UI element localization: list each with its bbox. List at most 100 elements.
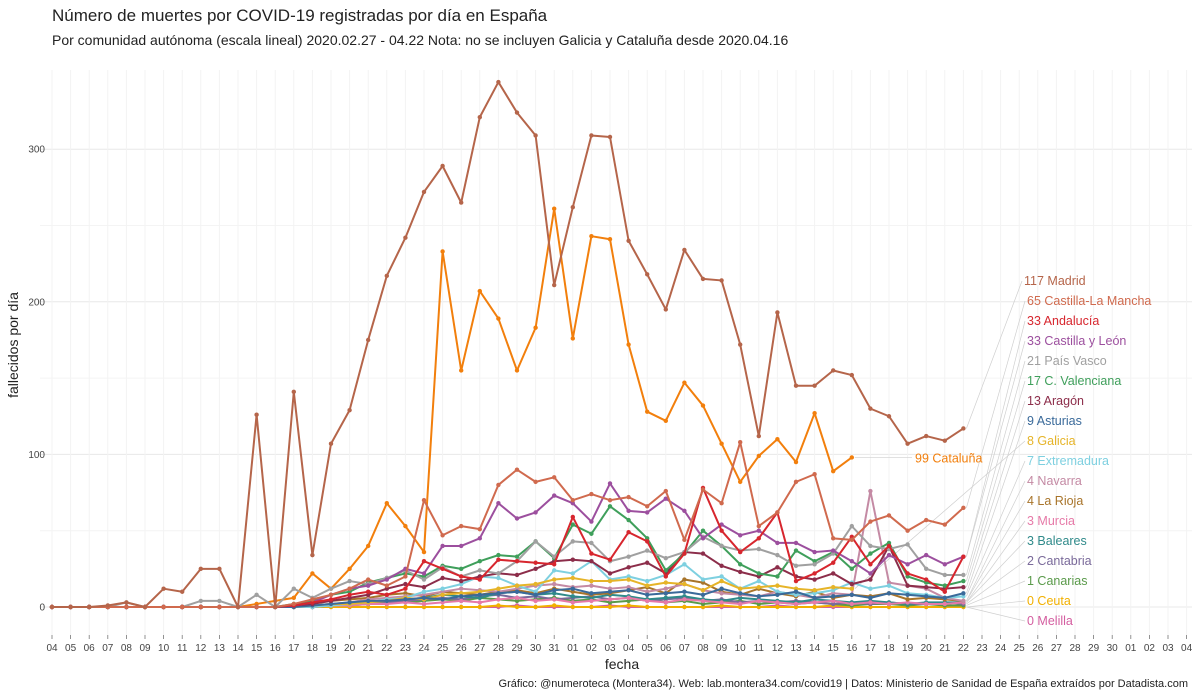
data-point	[514, 604, 520, 610]
x-tick-label: 08	[121, 643, 133, 654]
data-point	[440, 597, 445, 602]
data-point	[682, 589, 687, 594]
data-point	[905, 441, 910, 446]
data-point	[440, 600, 445, 605]
x-tick-label: 07	[102, 643, 114, 654]
data-point	[793, 601, 799, 607]
data-point	[514, 589, 520, 594]
data-point	[849, 581, 854, 587]
data-point	[738, 601, 743, 607]
data-point	[533, 598, 538, 604]
x-tick-label: 29	[511, 643, 523, 654]
data-point	[421, 584, 427, 590]
x-tick-label: 22	[958, 643, 970, 654]
data-point	[533, 604, 538, 610]
data-point	[738, 586, 743, 591]
data-point	[793, 604, 799, 610]
data-point	[924, 584, 929, 590]
data-point	[514, 586, 520, 591]
data-point	[942, 522, 947, 527]
data-point	[682, 508, 687, 514]
data-point	[570, 501, 575, 506]
data-point	[719, 578, 724, 584]
data-point	[124, 600, 129, 605]
data-point	[775, 510, 780, 515]
data-point	[459, 604, 464, 610]
data-point	[645, 548, 650, 553]
data-point	[68, 604, 73, 610]
data-point	[626, 577, 631, 582]
data-point	[849, 601, 854, 607]
leader-line	[854, 440, 1026, 589]
data-point	[756, 571, 761, 576]
data-point	[793, 479, 799, 485]
data-point	[440, 543, 445, 549]
data-point	[49, 604, 55, 610]
data-point	[626, 588, 631, 593]
data-point	[459, 523, 464, 529]
data-point	[496, 597, 501, 602]
data-point	[942, 438, 947, 443]
leader-line	[966, 600, 1026, 608]
data-point	[626, 517, 631, 523]
chart-title: Número de muertes por COVID-19 registrad…	[52, 6, 548, 25]
series-label: 99 Cataluña	[915, 451, 982, 465]
data-point	[961, 572, 966, 578]
series-label: 8 Galicia	[1027, 434, 1076, 448]
data-point	[533, 592, 538, 597]
x-axis-ticks: 04 05 06 07 08 09 10 11 12 13 14 15 16 17 18 19 20 21 22 23…	[46, 635, 1193, 654]
data-point	[459, 578, 464, 584]
data-point	[310, 597, 315, 602]
series-line	[52, 81, 964, 608]
data-point	[886, 591, 892, 596]
data-point	[812, 472, 817, 477]
data-point	[942, 562, 947, 567]
data-point	[291, 389, 296, 395]
y-axis-title: fallecidos por día	[5, 292, 21, 398]
data-point	[589, 233, 594, 239]
data-point	[793, 540, 799, 546]
leader-line	[966, 520, 1026, 603]
data-point	[347, 592, 352, 597]
x-tick-label: 01	[1125, 643, 1137, 654]
data-point	[868, 543, 873, 549]
data-point	[180, 589, 185, 594]
data-point	[403, 523, 408, 529]
data-point	[682, 562, 687, 567]
data-point	[793, 383, 799, 388]
data-point	[793, 592, 799, 597]
data-point	[421, 577, 427, 582]
data-point	[403, 591, 408, 596]
data-point	[663, 591, 668, 596]
data-point	[291, 586, 296, 591]
x-axis-title: fecha	[605, 656, 639, 672]
data-point	[719, 574, 724, 579]
x-tick-label: 31	[549, 643, 561, 654]
data-point	[459, 581, 464, 587]
y-tick-label: 300	[28, 145, 45, 156]
data-point	[756, 453, 761, 459]
x-tick-label: 28	[1069, 643, 1081, 654]
data-point	[868, 604, 873, 610]
data-point	[738, 595, 743, 601]
data-point	[496, 603, 501, 608]
data-point	[552, 568, 557, 573]
data-point	[738, 342, 743, 347]
data-point	[421, 592, 427, 597]
data-point	[719, 563, 724, 568]
data-point	[607, 589, 613, 594]
data-point	[607, 571, 613, 576]
data-point	[514, 598, 520, 604]
data-point	[403, 604, 408, 610]
data-point	[663, 418, 668, 424]
x-tick-label: 06	[660, 643, 672, 654]
x-tick-label: 02	[1144, 643, 1156, 654]
data-point	[496, 316, 501, 321]
data-point	[347, 586, 352, 591]
data-point	[384, 598, 389, 604]
data-point	[645, 598, 650, 604]
series-line	[52, 525, 964, 608]
x-tick-label: 04	[623, 643, 635, 654]
data-point	[793, 548, 799, 553]
data-point	[700, 551, 706, 556]
